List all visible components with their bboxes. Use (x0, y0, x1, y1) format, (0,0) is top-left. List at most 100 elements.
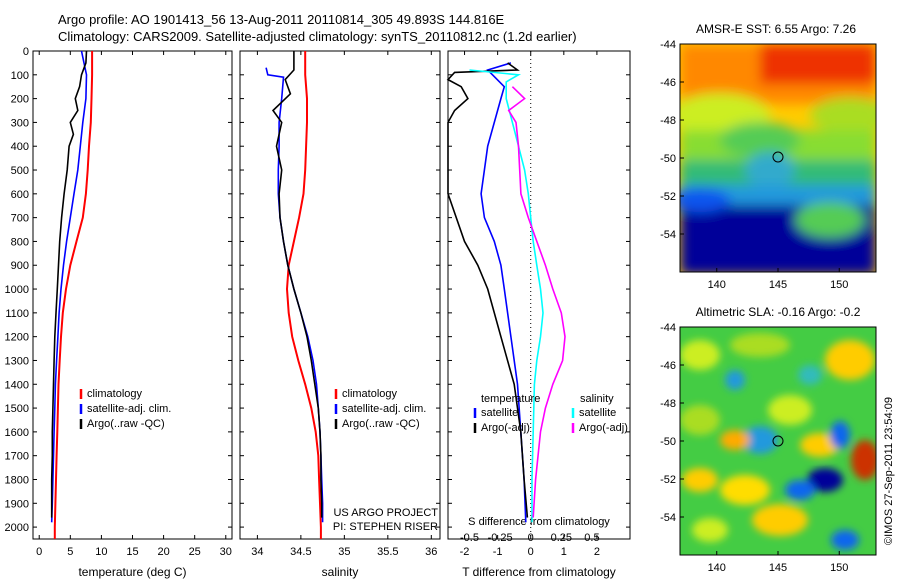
legend-entry: Argo(-adj) (481, 422, 530, 434)
figure-title-line-2: Climatology: CARS2009. Satellite-adjuste… (58, 29, 577, 44)
x-tick-label-s: -0.5 (460, 532, 479, 544)
map-y-tick-label: -48 (660, 398, 676, 410)
legend-entry: Argo(-adj) (579, 422, 628, 434)
map-y-tick-label: -46 (660, 360, 676, 372)
sla-map-axes: 140 145 150 -44 -46 -48 -50 -52 -54 (660, 322, 848, 574)
x-tick-label: 5 (67, 546, 73, 558)
x-tick-label-t: 0 (528, 546, 534, 558)
x-tick-label-s: 0 (528, 532, 534, 544)
x-tick-label: 25 (189, 546, 201, 558)
series-line-satellite-adj-clim- (50, 50, 88, 523)
series-line-climatology (53, 51, 94, 539)
figure-title-line-1: Argo profile: AO 1901413_56 13-Aug-2011 … (58, 12, 505, 27)
map-y-tick-label: -46 (660, 77, 676, 89)
map-y-tick-label: -52 (660, 474, 676, 486)
y-tick-label: 1000 (5, 284, 29, 296)
series-line-argo-raw-qc- (271, 51, 323, 518)
map-y-tick-label: -44 (660, 322, 676, 334)
x-tick-label: 10 (95, 546, 107, 558)
y-tick-label: 100 (11, 70, 29, 82)
sst-heatmap (680, 44, 876, 272)
x-axis-label: salinity (322, 565, 359, 579)
series-line-s-argo-adj- (507, 86, 566, 518)
map-x-tick-label: 150 (830, 562, 848, 574)
salinity-profile-panel: 34 34.5 35 35.5 36 salinity climatology satelli… (239, 50, 441, 579)
legend-entry: salinity (580, 393, 614, 405)
y-tick-label: 900 (11, 260, 29, 272)
y-tick-label: 1400 (5, 379, 29, 391)
legend-entry: climatology (342, 388, 398, 400)
sst-map-title: AMSR-E SST: 6.55 Argo: 7.26 (696, 22, 856, 36)
x-tick-label-s: 0.25 (551, 532, 572, 544)
x-tick-label: 15 (126, 546, 138, 558)
x-tick-label: 30 (220, 546, 232, 558)
map-x-tick-label: 140 (708, 279, 726, 291)
series-line-satellite-adj-clim- (265, 67, 324, 523)
y-tick-label: 1900 (5, 498, 29, 510)
x-tick-label: 0 (36, 546, 42, 558)
map-y-tick-label: -52 (660, 191, 676, 203)
map-y-tick-label: -50 (660, 436, 676, 448)
imos-timestamp-label: ©IMOS 27-Sep-2011 23:54:09 (883, 397, 895, 545)
y-tick-label: 500 (11, 165, 29, 177)
map-y-tick-label: -54 (660, 229, 676, 241)
x-tick-label-s: -0.25 (488, 532, 513, 544)
x-tick-label-t: -2 (460, 546, 470, 558)
series-line-argo-raw-qc- (50, 50, 88, 518)
y-tick-label: 1100 (5, 308, 29, 320)
sla-map-title: Altimetric SLA: -0.16 Argo: -0.2 (696, 305, 861, 319)
x-tick-label: 35.5 (377, 546, 398, 558)
legend-entry: satellite-adj. clim. (87, 403, 171, 415)
y-tick-label: 2000 (5, 522, 29, 534)
y-tick-label: 1200 (5, 332, 29, 344)
x-tick-label-t: 2 (594, 546, 600, 558)
series-line-t-argo-adj- (446, 62, 529, 518)
legend-entry: climatology (87, 388, 143, 400)
x-tick-label: 34.5 (290, 546, 311, 558)
y-tick-label: 800 (11, 236, 29, 248)
temperature-profile-panel: 0100200300400500600700800900100011001200… (5, 46, 233, 579)
legend-entry: satellite (579, 407, 616, 419)
map-y-tick-label: -48 (660, 115, 676, 127)
salinity-axes-frame (239, 50, 441, 540)
x-tick-label: 36 (425, 546, 437, 558)
map-x-tick-label: 140 (708, 562, 726, 574)
x-tick-label-t: -1 (493, 546, 503, 558)
map-y-tick-label: -54 (660, 512, 676, 524)
y-tick-label: 1300 (5, 355, 29, 367)
y-tick-label: 1600 (5, 427, 29, 439)
legend-entry: temperature (481, 393, 540, 405)
map-x-tick-label: 150 (830, 279, 848, 291)
legend-entry: Argo(..raw -QC) (87, 418, 165, 430)
y-tick-label: 700 (11, 213, 29, 225)
series-line-t-satellite (480, 62, 527, 523)
map-y-tick-label: -44 (660, 39, 676, 51)
difference-profile-panel: -2 -1 0 1 2 -0.5 -0.25 0 0.25 0.5 S difference fro… (446, 50, 631, 579)
map-x-tick-label: 145 (769, 562, 787, 574)
map-y-tick-label: -50 (660, 153, 676, 165)
difference-axes-frame (447, 50, 631, 540)
y-tick-label: 1800 (5, 474, 29, 486)
sst-map-panel: AMSR-E SST: 6.55 Argo: 7.26 (679, 22, 877, 273)
x-axis-label: T difference from climatology (462, 565, 616, 579)
temperature-axes-frame (32, 50, 233, 540)
x-tick-label: 20 (157, 546, 169, 558)
legend-entry: Argo(..raw -QC) (342, 418, 420, 430)
s-difference-label: S difference from climatology (468, 516, 610, 528)
x-tick-label: 34 (251, 546, 263, 558)
y-tick-label: 600 (11, 189, 29, 201)
y-tick-label: 0 (23, 46, 29, 58)
x-axis-label: temperature (deg C) (78, 565, 186, 579)
series-line-s-satellite (469, 69, 544, 523)
y-tick-label: 1700 (5, 451, 29, 463)
x-tick-label: 35 (338, 546, 350, 558)
y-tick-label: 1500 (5, 403, 29, 415)
x-tick-label-t: 1 (561, 546, 567, 558)
legend-entry: satellite-adj. clim. (342, 403, 426, 415)
y-tick-label: 200 (11, 94, 29, 106)
argo-float-marker (772, 151, 784, 163)
series-line-climatology (285, 51, 322, 539)
project-annotation: PI: STEPHEN RISER (333, 521, 438, 533)
